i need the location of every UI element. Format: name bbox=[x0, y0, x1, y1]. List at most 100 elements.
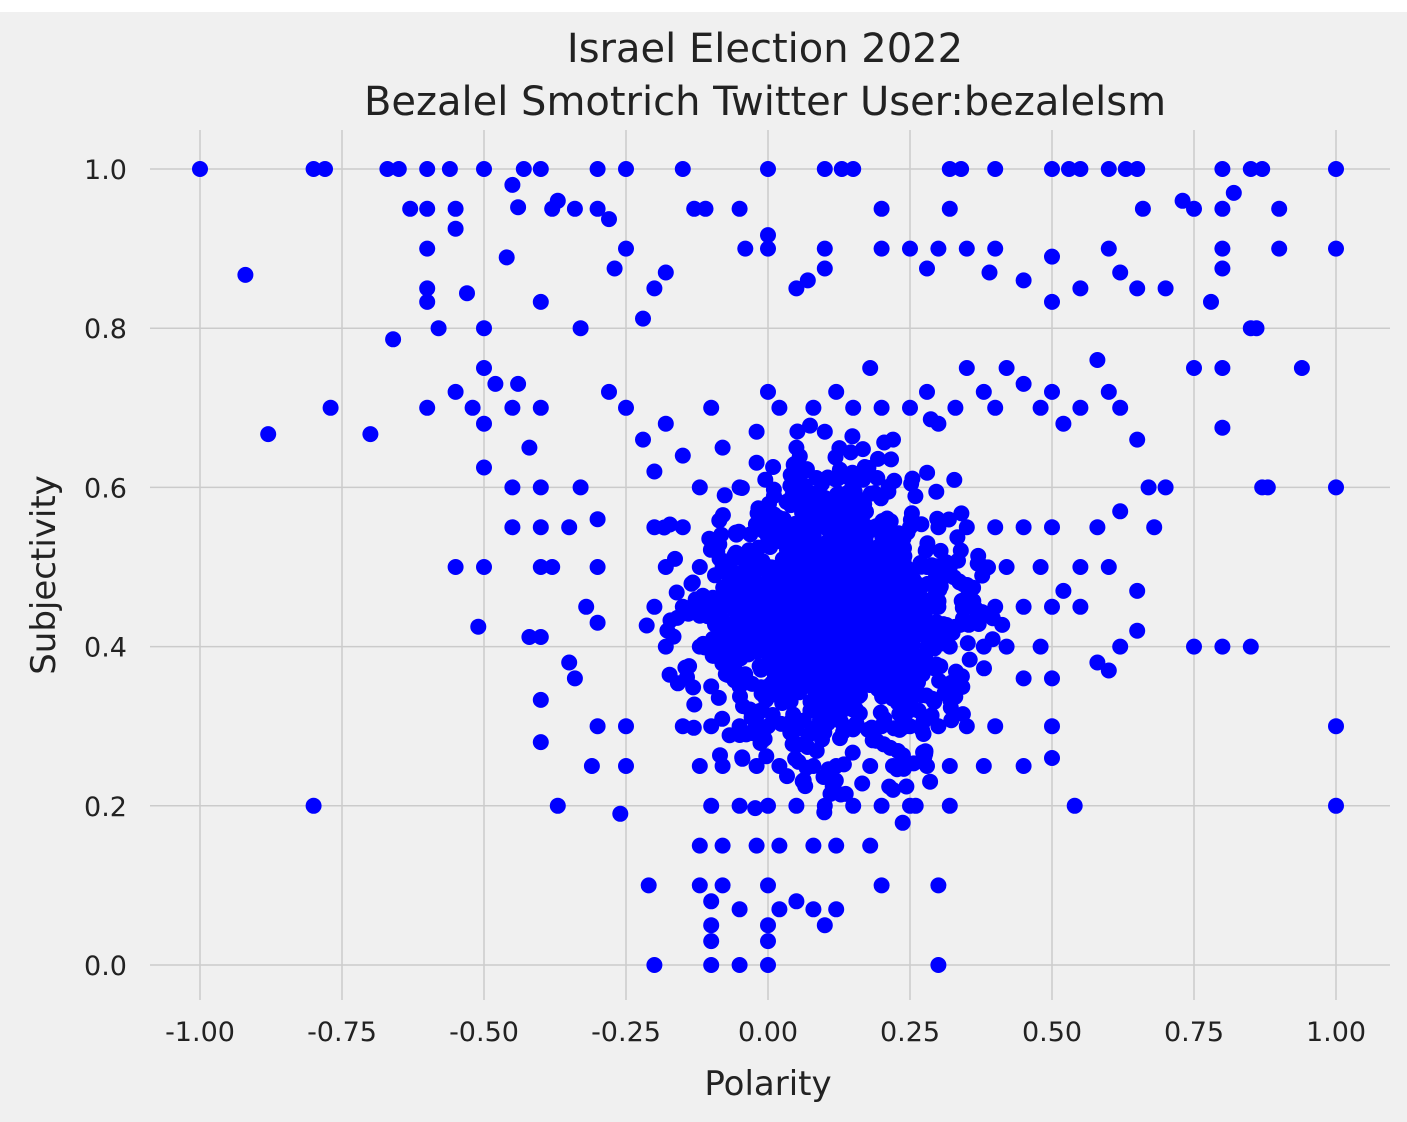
data-point bbox=[864, 657, 881, 674]
data-point bbox=[807, 579, 824, 596]
data-point bbox=[1242, 161, 1259, 177]
data-point bbox=[953, 505, 970, 522]
y-tick-label: 0.2 bbox=[84, 792, 127, 823]
data-point bbox=[922, 411, 939, 428]
data-point bbox=[958, 519, 975, 536]
data-point bbox=[788, 797, 805, 814]
data-point bbox=[760, 797, 776, 814]
data-point bbox=[1015, 598, 1032, 615]
x-tick-label: 0.25 bbox=[880, 1017, 940, 1048]
data-point bbox=[798, 759, 815, 776]
data-point bbox=[1072, 399, 1089, 416]
data-point bbox=[760, 957, 776, 973]
data-point bbox=[703, 957, 720, 973]
data-point bbox=[922, 773, 939, 790]
data-point bbox=[939, 557, 956, 574]
data-point bbox=[758, 748, 775, 765]
data-point bbox=[987, 240, 1004, 257]
chart-title-line1: Israel Election 2022 bbox=[567, 26, 963, 72]
data-point bbox=[674, 447, 691, 464]
data-point bbox=[760, 917, 776, 934]
data-point bbox=[419, 200, 436, 217]
data-point bbox=[532, 559, 549, 575]
data-point bbox=[998, 638, 1015, 655]
data-point bbox=[904, 689, 921, 706]
data-point bbox=[805, 399, 822, 416]
data-point bbox=[756, 730, 773, 747]
data-point bbox=[515, 161, 532, 177]
data-point bbox=[583, 758, 600, 774]
data-point bbox=[808, 615, 825, 632]
data-point bbox=[770, 509, 787, 526]
y-axis-label: Subjectivity bbox=[24, 475, 64, 675]
data-point bbox=[618, 758, 634, 774]
data-point bbox=[765, 481, 782, 498]
data-point bbox=[1015, 758, 1032, 774]
data-point bbox=[1100, 662, 1117, 679]
data-point bbox=[802, 417, 818, 434]
data-point bbox=[873, 399, 890, 416]
data-point bbox=[561, 654, 578, 671]
x-tick-label: -0.75 bbox=[307, 1017, 377, 1048]
data-point bbox=[419, 280, 436, 297]
data-point bbox=[601, 211, 617, 228]
data-point bbox=[1032, 399, 1049, 416]
data-point bbox=[771, 399, 788, 416]
data-point bbox=[953, 592, 970, 609]
data-point bbox=[794, 504, 811, 521]
data-point bbox=[476, 415, 492, 432]
data-point bbox=[873, 797, 890, 814]
data-point bbox=[835, 756, 852, 773]
data-point bbox=[731, 957, 748, 973]
data-point bbox=[958, 360, 975, 376]
data-point bbox=[876, 434, 893, 451]
data-point bbox=[589, 161, 606, 177]
data-point bbox=[873, 240, 890, 257]
data-point bbox=[936, 624, 953, 641]
data-point bbox=[260, 426, 277, 443]
data-point bbox=[476, 360, 492, 376]
data-point bbox=[1044, 161, 1060, 177]
data-point bbox=[779, 768, 795, 785]
data-point bbox=[842, 483, 859, 500]
data-point bbox=[953, 161, 970, 177]
data-point bbox=[898, 778, 915, 795]
data-point bbox=[712, 629, 729, 646]
data-point bbox=[829, 659, 846, 676]
data-point bbox=[919, 260, 935, 277]
data-point bbox=[771, 901, 788, 918]
data-point bbox=[1242, 638, 1259, 655]
data-point bbox=[884, 631, 901, 648]
data-point bbox=[785, 535, 802, 551]
data-point bbox=[828, 901, 845, 918]
data-point bbox=[686, 696, 703, 713]
data-point bbox=[760, 933, 776, 950]
data-point bbox=[905, 576, 922, 593]
data-point bbox=[1214, 419, 1231, 436]
data-point bbox=[987, 519, 1004, 536]
data-point bbox=[1328, 240, 1344, 257]
data-point bbox=[476, 559, 492, 575]
data-point bbox=[322, 399, 339, 416]
data-point bbox=[419, 161, 436, 177]
data-point bbox=[844, 428, 861, 445]
data-point bbox=[901, 593, 917, 610]
data-point bbox=[931, 672, 948, 689]
data-point bbox=[686, 200, 703, 217]
data-point bbox=[760, 383, 776, 400]
data-point bbox=[1015, 272, 1032, 289]
data-point bbox=[974, 567, 991, 584]
data-point bbox=[888, 588, 905, 605]
data-point bbox=[1066, 797, 1083, 814]
data-point bbox=[566, 200, 583, 217]
data-point bbox=[716, 487, 733, 504]
data-point bbox=[844, 744, 861, 761]
data-point bbox=[970, 547, 987, 564]
data-point bbox=[726, 622, 743, 639]
data-point bbox=[691, 837, 708, 854]
data-point bbox=[862, 360, 879, 376]
data-point bbox=[1032, 638, 1049, 655]
data-point bbox=[1044, 519, 1060, 536]
data-point bbox=[749, 505, 766, 522]
data-point bbox=[880, 483, 897, 500]
